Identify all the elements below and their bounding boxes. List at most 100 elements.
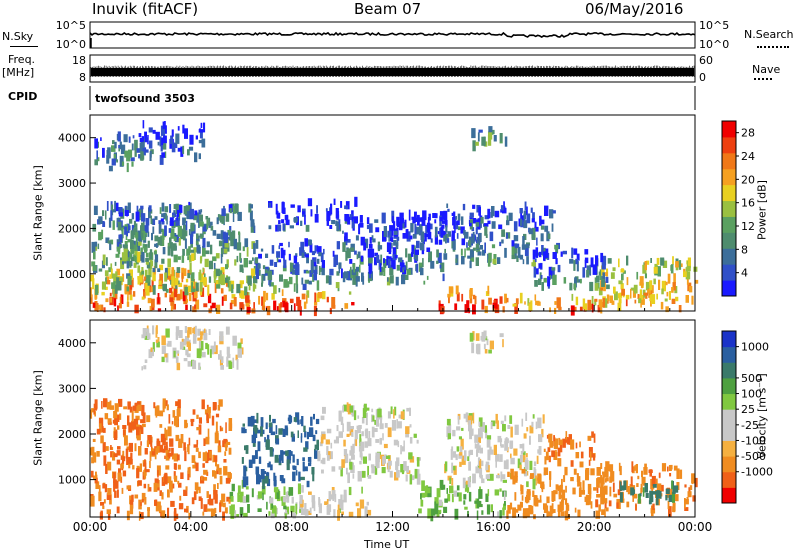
power-panel-cell [212,230,217,236]
velocity-panel-cell [559,439,563,446]
velocity-panel-cell [561,478,563,488]
power-panel-cell [220,288,224,294]
velocity-panel-cell [371,426,375,438]
power-panel-cell [304,238,308,247]
power-panel-cell [504,293,507,304]
power-colorbar-swatch [722,248,736,265]
velocity-panel-cell [153,402,156,409]
power-panel-cell [194,290,198,299]
power-panel-cell [538,263,543,269]
power-panel-cell [520,215,524,222]
velocity-panel-cell [265,422,268,430]
power-panel-cell [188,229,191,236]
velocity-panel-cell [291,436,295,442]
velocity-panel-cell [340,466,343,477]
power-panel-cell [201,138,206,148]
velocity-panel-cell [161,345,166,354]
velocity-panel-cell [172,455,175,460]
velocity-panel-cell [420,499,424,507]
power-panel-cell [173,254,178,263]
power-panel-cell [333,198,336,205]
power-panel-cell [231,284,234,294]
velocity-panel-cell [357,471,362,482]
velocity-panel-cell [406,407,411,412]
power-panel-cell [675,296,679,302]
power-panel-cell [210,225,214,231]
velocity-panel-cell [343,489,347,495]
velocity-panel-cell [379,454,384,460]
power-panel-cell [269,259,274,266]
power-panel-cell [158,280,162,285]
velocity-panel-cell [684,507,689,511]
power-panel-cell [368,263,372,274]
velocity-panel-cell [248,459,253,468]
velocity-panel-cell [187,446,190,455]
power-panel-cell [137,251,141,263]
power-panel-cell [293,283,296,292]
power-panel-cell [95,246,98,251]
power-panel-cell [491,221,496,229]
velocity-panel-cell [598,504,601,512]
velocity-panel-cell [208,408,211,419]
velocity-panel-cell [178,503,184,510]
velocity-panel-cell [174,475,178,482]
velocity-panel-cell [141,492,146,501]
velocity-panel-cell [116,450,121,456]
power-panel-cell [154,254,159,263]
power-panel-cell [236,283,241,294]
velocity-panel-cell [266,501,268,510]
velocity-panel-cell [195,447,199,452]
velocity-panel-cell [537,418,542,424]
power-panel-cell [300,241,305,253]
velocity-panel-cell [532,414,535,419]
velocity-panel-cell [215,421,218,433]
power-panel-cell [198,209,201,215]
power-panel-cell [649,280,653,291]
velocity-panel-cell [243,512,248,517]
velocity-panel-cell [142,328,147,336]
velocity-panel-cell [481,331,486,342]
power-panel-cell [98,216,103,224]
nsearch-line-key [757,46,789,48]
velocity-panel-cell [168,414,171,424]
velocity-panel-cell [122,429,126,436]
velocity-panel-cell [100,510,103,517]
velocity-panel-cell [260,469,265,480]
freq-label: Freq. [8,53,36,66]
velocity-panel-cell [559,442,563,453]
power-panel-cell [366,217,370,225]
power-panel-cell [381,212,386,224]
power-panel-cell [112,220,115,230]
power-panel-cell [416,226,421,235]
velocity-panel-cell [176,350,180,354]
power-panel-cell [374,257,377,265]
velocity-panel-cell [382,433,384,441]
power-panel-cell [144,225,149,233]
power-panel-cell [173,236,177,241]
power-panel-cell [400,265,403,272]
velocity-panel-cell [141,334,146,339]
velocity-panel-cell [310,416,313,426]
power-panel-cell [242,304,245,310]
velocity-panel-cell [645,493,649,498]
velocity-panel-cell [332,493,335,501]
velocity-panel-cell [107,488,112,496]
velocity-panel-data-cells [90,325,698,522]
power-panel-cell [683,268,686,273]
velocity-panel-cell [192,409,196,415]
power-panel-cell [672,256,674,265]
velocity-panel-cell [543,467,549,475]
velocity-panel-cell [166,343,171,347]
velocity-panel-cell [633,489,635,494]
nsky-label: N.Sky [2,30,34,43]
power-panel-cell [106,201,109,211]
velocity-panel-cell [529,460,533,470]
power-panel-cell [132,291,136,297]
power-panel-cell [498,224,503,230]
velocity-panel-cell [113,427,116,432]
power-panel-cell [479,220,482,229]
velocity-panel-cell [198,451,201,459]
velocity-panel-cell [260,426,263,437]
power-panel-cell [199,233,204,238]
power-panel-cell [584,303,588,311]
